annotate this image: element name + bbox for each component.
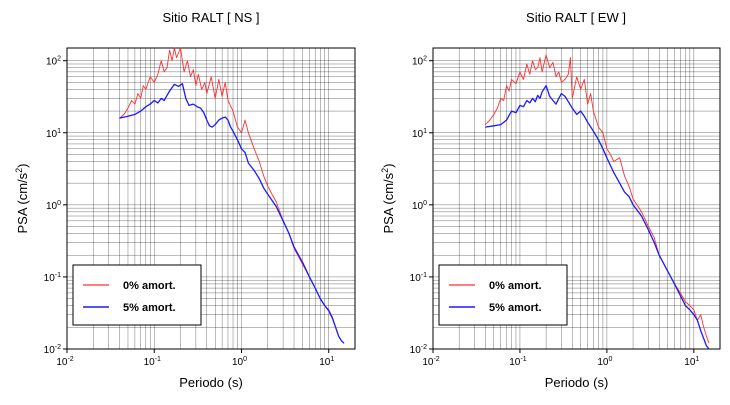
y-axis-label-text: PSA (cm/s <box>15 172 30 233</box>
tick-base: 10 <box>46 129 58 140</box>
tick-base: 10 <box>412 57 424 68</box>
y-tick-label: 102 <box>46 56 61 68</box>
y-axis-label-exponent: 2 <box>380 168 390 173</box>
tick-base: 10 <box>597 357 609 368</box>
tick-base: 10 <box>412 129 424 140</box>
tick-base: 10 <box>319 357 331 368</box>
tick-base: 10 <box>46 201 58 212</box>
y-tick-label: 10-1 <box>44 272 61 284</box>
legend: 0% amort. 5% amort. <box>438 264 568 326</box>
chart-title: Sitio RALT [ NS ] <box>162 10 259 25</box>
tick-exponent: 0 <box>243 356 247 363</box>
chart-panel-2: Sitio RALT [ EW ]10-2 10-1 100 10110-210-11… <box>380 10 721 390</box>
x-tick-label: 100 <box>597 356 612 368</box>
tick-exponent: -1 <box>55 272 61 279</box>
tick-exponent: -1 <box>520 356 526 363</box>
x-tick-label: 10-2 <box>56 356 73 368</box>
tick-base: 10 <box>56 357 68 368</box>
tick-exponent: 1 <box>57 128 61 135</box>
legend-box <box>438 264 568 326</box>
legend-label: 0% amort. <box>123 280 176 292</box>
x-tick-label: 101 <box>319 356 334 368</box>
tick-exponent: -2 <box>421 344 427 351</box>
tick-exponent: -2 <box>433 356 439 363</box>
tick-base: 10 <box>412 201 424 212</box>
tick-exponent: 2 <box>423 56 427 63</box>
x-tick-label: 101 <box>684 356 699 368</box>
x-tick-label: 10-1 <box>144 356 161 368</box>
tick-exponent: 1 <box>695 356 699 363</box>
plot-frame <box>66 47 356 350</box>
x-tick-label: 10-1 <box>509 356 526 368</box>
tick-base: 10 <box>144 357 156 368</box>
tick-exponent: -2 <box>67 356 73 363</box>
tick-base: 10 <box>232 357 244 368</box>
x-tick-label: 100 <box>232 356 247 368</box>
x-axis-label: Periodo (s) <box>179 375 243 390</box>
tick-exponent: 0 <box>608 356 612 363</box>
y-axis-label-close: ) <box>381 163 396 167</box>
tick-base: 10 <box>410 345 422 356</box>
y-tick-label: 10-1 <box>410 272 427 284</box>
y-tick-label: 10-2 <box>44 344 61 356</box>
tick-exponent: 1 <box>423 128 427 135</box>
grid <box>432 48 721 350</box>
tick-exponent: -1 <box>155 356 161 363</box>
legend-label: 5% amort. <box>489 302 542 314</box>
tick-base: 10 <box>44 345 56 356</box>
tick-exponent: 2 <box>57 56 61 63</box>
x-axis-label: Periodo (s) <box>545 375 609 390</box>
y-tick-label: 101 <box>412 128 427 140</box>
y-tick-label: 102 <box>412 56 427 68</box>
chart-title: Sitio RALT [ EW ] <box>526 10 626 25</box>
legend-label: 5% amort. <box>123 302 176 314</box>
y-axis-label-close: ) <box>15 163 30 167</box>
legend-label: 0% amort. <box>489 280 542 292</box>
tick-base: 10 <box>422 357 434 368</box>
y-tick-label: 100 <box>412 200 427 212</box>
plot-frame <box>432 47 721 350</box>
tick-base: 10 <box>684 357 696 368</box>
y-axis-label: PSA (cm/s2) <box>14 163 30 233</box>
tick-base: 10 <box>410 273 422 284</box>
tick-exponent: -2 <box>55 344 61 351</box>
tick-exponent: -1 <box>421 272 427 279</box>
legend: 0% amort. 5% amort. <box>72 264 202 326</box>
tick-exponent: 0 <box>57 200 61 207</box>
series-line-damped <box>119 83 345 344</box>
legend-box <box>72 264 202 326</box>
y-tick-label: 10-2 <box>410 344 427 356</box>
tick-exponent: 0 <box>423 200 427 207</box>
y-axis-label: PSA (cm/s2) <box>380 163 396 233</box>
y-axis-label-exponent: 2 <box>14 168 24 173</box>
chart-panel-1: Sitio RALT [ NS ]10-2 10-1 100 10110-210-11… <box>14 10 356 390</box>
x-tick-label: 10-2 <box>422 356 439 368</box>
tick-base: 10 <box>509 357 521 368</box>
series-line-damped <box>485 85 710 350</box>
tick-base: 10 <box>44 273 56 284</box>
y-axis-label-text: PSA (cm/s <box>381 172 396 233</box>
y-tick-label: 101 <box>46 128 61 140</box>
tick-exponent: 1 <box>330 356 334 363</box>
tick-base: 10 <box>46 57 58 68</box>
y-tick-label: 100 <box>46 200 61 212</box>
